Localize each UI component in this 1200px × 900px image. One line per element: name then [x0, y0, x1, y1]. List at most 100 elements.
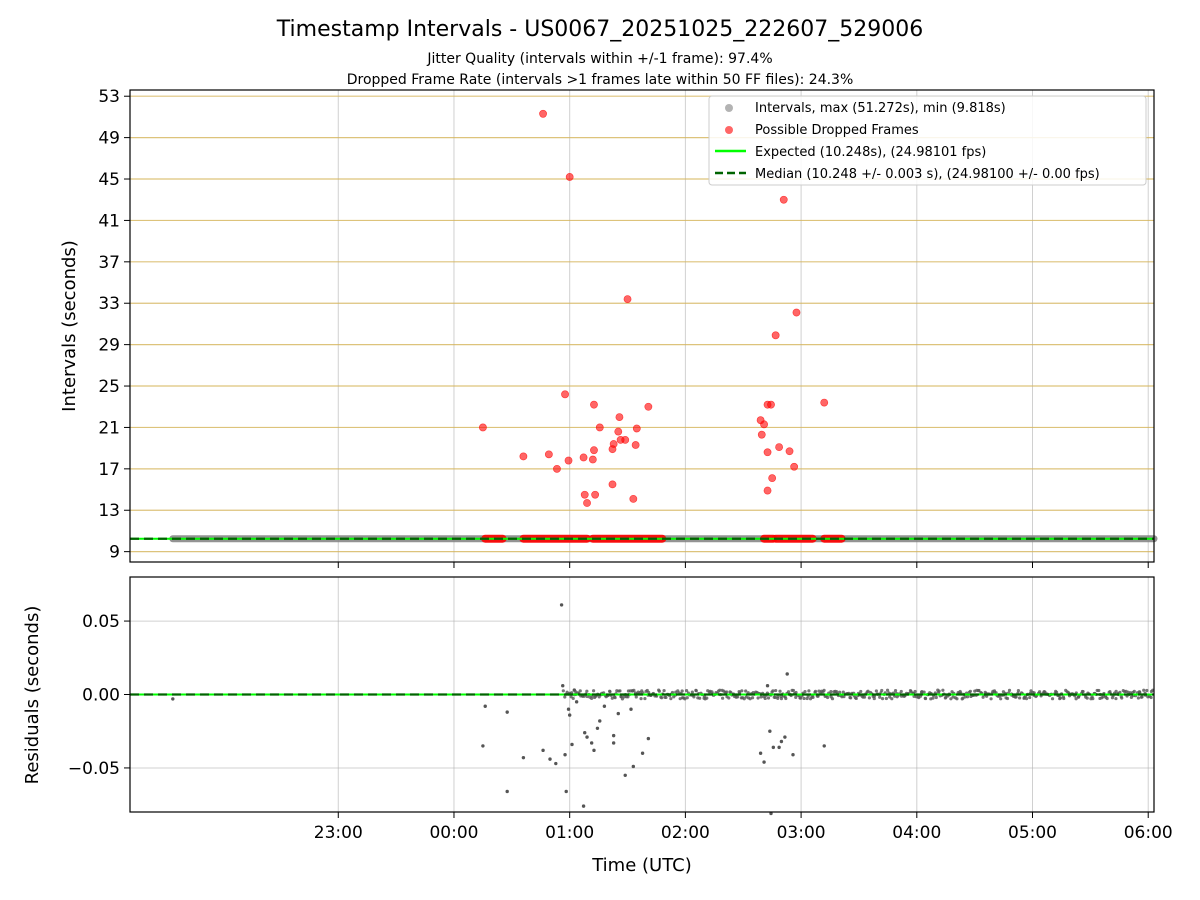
dropped-frame-point	[779, 195, 788, 204]
dropped-frame-point	[621, 435, 630, 444]
dropped-frame-point	[785, 447, 794, 456]
residual-noise-point	[608, 690, 612, 694]
residual-noise-point	[1007, 688, 1012, 692]
residual-noise-point	[923, 696, 928, 701]
intervals-y-tick-label: 49	[98, 129, 120, 149]
residual-noise-point	[968, 689, 972, 693]
residual-noise-point	[931, 696, 935, 700]
residual-noise-point	[632, 688, 636, 692]
dropped-frame-point	[591, 490, 600, 499]
residual-noise-point	[1091, 697, 1095, 701]
residual-noise-point	[578, 689, 582, 693]
dropped-frame-point	[565, 173, 574, 181]
residual-noise-point	[778, 689, 782, 693]
residual-noise-point	[878, 695, 882, 699]
residual-point	[171, 697, 175, 701]
x-tick-label: 02:00	[661, 823, 710, 843]
residual-noise-point	[1114, 696, 1118, 701]
residual-point	[572, 688, 577, 692]
dropped-frame-point	[608, 480, 617, 489]
residual-noise-point	[664, 695, 668, 700]
residual-noise-point	[977, 688, 981, 693]
dropped-frame-point	[583, 499, 591, 507]
dropped-frame-point	[580, 490, 589, 499]
residual-noise-point	[740, 689, 744, 693]
residual-noise-point	[859, 689, 863, 694]
residual-noise-point	[822, 688, 826, 692]
residual-noise-point	[662, 688, 666, 693]
residual-noise-point	[1136, 696, 1140, 700]
dropped-frame-point	[539, 109, 547, 118]
residual-noise-point	[613, 696, 617, 700]
residual-noise-point	[660, 696, 664, 700]
residual-noise-point	[786, 690, 791, 694]
residual-noise-point	[647, 690, 651, 695]
residual-noise-point	[1142, 688, 1146, 692]
residual-noise-point	[1074, 697, 1078, 701]
residual-noise-point	[963, 695, 967, 699]
x-axis-label: Time (UTC)	[591, 855, 692, 876]
dropped-frame-point	[632, 424, 641, 433]
residual-point	[611, 733, 616, 738]
dropped-frame-point	[588, 455, 597, 464]
legend-label-expected: Expected (10.248s), (24.98101 fps)	[755, 145, 986, 160]
residual-noise-point	[561, 689, 565, 693]
chart-title: Timestamp Intervals - US0067_20251025_22…	[276, 17, 923, 42]
residual-noise-point	[759, 695, 763, 699]
residual-noise-point	[874, 689, 878, 693]
residuals-y-tick-label: −0.05	[68, 759, 120, 779]
dropped-frame-point	[763, 448, 772, 457]
intervals-plot-frame	[129, 89, 1155, 563]
residual-noise-point	[867, 696, 871, 700]
residuals-y-ticks: 0.05 0.00 −0.05	[68, 612, 130, 779]
residual-point	[768, 729, 772, 733]
dropped-frame-point	[760, 420, 768, 429]
residual-noise-point	[1097, 688, 1101, 693]
residual-noise-point	[618, 689, 622, 693]
residual-noise-point	[1024, 697, 1029, 701]
residual-point	[762, 760, 766, 764]
dropped-frame-point	[820, 398, 829, 407]
intervals-y-tick-label: 29	[98, 336, 120, 356]
residual-noise-point	[866, 689, 870, 693]
residual-noise-point	[657, 689, 661, 693]
residual-noise-point	[748, 697, 752, 701]
residual-point	[505, 710, 509, 714]
residual-noise-point	[884, 696, 888, 701]
residual-noise-point	[862, 695, 867, 699]
legend-marker-dropped	[725, 126, 733, 134]
residual-point	[611, 741, 616, 745]
residual-point	[592, 748, 596, 753]
residual-noise-point	[893, 689, 898, 693]
residual-noise-point	[1120, 696, 1124, 700]
x-tick-label: 05:00	[1008, 823, 1057, 843]
residual-noise-point	[718, 688, 722, 692]
residual-point	[581, 804, 586, 808]
residual-noise-point	[694, 689, 698, 693]
residual-noise-point	[941, 688, 945, 692]
residual-point	[646, 736, 651, 741]
dropped-frame-point	[623, 295, 632, 303]
residual-noise-point	[830, 697, 835, 701]
residual-noise-point	[965, 695, 970, 699]
residual-noise-point	[727, 696, 731, 700]
residual-point	[541, 748, 545, 753]
residual-noise-point	[805, 696, 809, 701]
residual-noise-point	[1138, 690, 1142, 695]
residual-noise-point	[999, 697, 1003, 701]
residual-noise-point	[880, 688, 884, 693]
residual-point	[602, 704, 607, 708]
residual-point	[765, 683, 770, 688]
residual-point	[629, 707, 633, 711]
residual-noise-point	[698, 696, 702, 700]
residual-point	[631, 764, 636, 769]
residual-noise-point	[571, 696, 575, 701]
residual-noise-point	[1081, 689, 1085, 694]
dropped-frame-point	[614, 427, 623, 436]
residual-point	[481, 744, 485, 748]
residual-noise-point	[1062, 696, 1066, 701]
residual-noise-point	[643, 696, 647, 701]
residual-point	[563, 753, 567, 757]
residual-noise-point	[937, 689, 941, 693]
residual-point	[574, 700, 579, 704]
